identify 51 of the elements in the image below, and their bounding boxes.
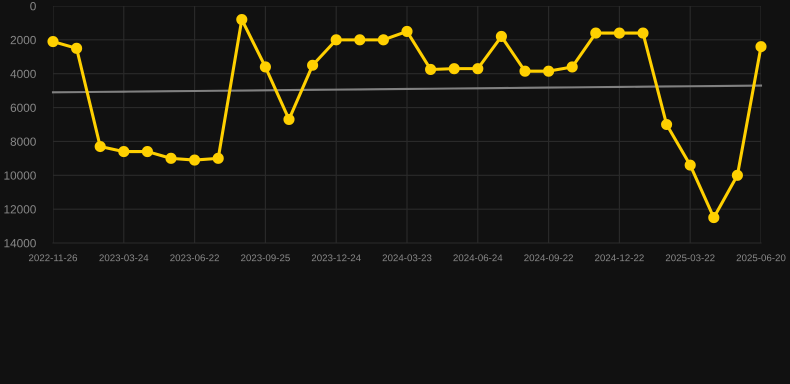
x-tick-label: 2023-03-24	[99, 254, 148, 262]
point	[496, 30, 507, 42]
point	[708, 212, 720, 224]
point	[283, 114, 295, 125]
y-tick-label: 14000	[4, 239, 36, 248]
x-tick-label: 2023-12-24	[312, 254, 361, 262]
point	[590, 28, 602, 39]
point	[755, 41, 767, 52]
x-tick-label: 2024-06-24	[453, 254, 502, 262]
y-tick-label: 12000	[4, 205, 36, 214]
point	[142, 146, 153, 158]
x-tick-label: 2024-12-22	[595, 254, 644, 262]
point	[448, 63, 460, 74]
line-series	[52, 84, 762, 94]
point	[732, 170, 743, 181]
x-tick-label: 2022-11-26	[28, 254, 78, 262]
point	[94, 140, 106, 152]
point	[212, 152, 224, 164]
point	[307, 60, 318, 71]
x-tick-label: 2024-03-23	[382, 254, 432, 262]
point	[566, 61, 578, 72]
point	[189, 154, 200, 166]
point	[354, 34, 366, 46]
x-tick-label: 2023-06-22	[170, 254, 219, 262]
point	[378, 34, 389, 46]
y-tick-label: 0	[30, 2, 36, 10]
point	[661, 118, 672, 130]
point	[637, 28, 649, 39]
point	[47, 36, 59, 48]
point	[165, 152, 177, 164]
x-tick-label: 2024-09-22	[524, 254, 573, 262]
point	[519, 66, 531, 77]
point	[614, 28, 625, 39]
point	[260, 61, 271, 72]
y-tick-label: 6000	[10, 104, 36, 112]
point	[401, 26, 413, 37]
point	[118, 146, 130, 158]
x-tick-label: 2023-09-25	[241, 254, 290, 262]
y-tick-label: 2000	[10, 36, 36, 44]
point	[472, 63, 484, 74]
y-tick-label: 10000	[4, 171, 36, 180]
point	[543, 66, 554, 77]
y-tick-label: 8000	[10, 137, 36, 146]
point	[236, 14, 248, 26]
point	[71, 42, 82, 54]
point	[425, 64, 436, 76]
y-tick-label: 4000	[10, 70, 36, 78]
x-tick-label: 2025-06-20	[736, 254, 786, 262]
point	[684, 160, 696, 171]
x-tick-label: 2025-03-22	[666, 254, 715, 262]
point	[330, 34, 342, 46]
